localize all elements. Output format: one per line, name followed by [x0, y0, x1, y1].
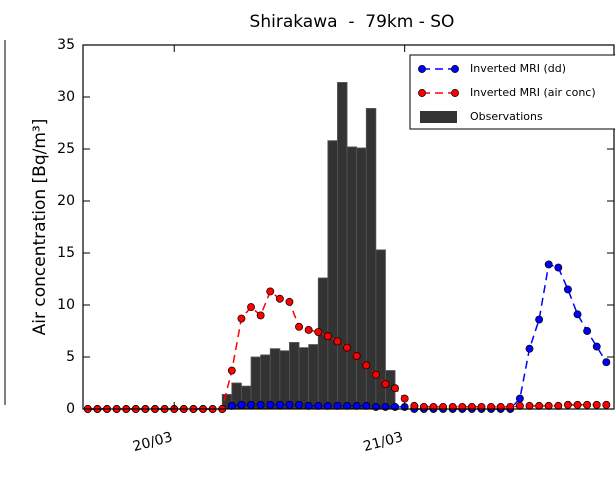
- legend-marker: [418, 65, 426, 73]
- legend-swatch: [420, 111, 457, 123]
- chart-title: Shirakawa - 79km - SO: [250, 12, 455, 32]
- point: [573, 400, 582, 409]
- point: [563, 400, 572, 409]
- y-tick-label: 15: [57, 245, 75, 261]
- y-tick-label: 35: [57, 37, 75, 53]
- point: [343, 343, 352, 352]
- bar: [337, 82, 348, 410]
- point: [515, 394, 524, 403]
- point: [237, 314, 246, 323]
- point: [544, 260, 553, 269]
- point: [554, 263, 563, 272]
- y-tick-label: 30: [57, 89, 75, 105]
- point: [592, 342, 601, 351]
- point: [323, 332, 332, 341]
- point: [573, 310, 582, 319]
- point: [227, 366, 236, 375]
- point: [583, 327, 592, 335]
- legend-marker: [418, 89, 426, 97]
- point: [256, 400, 265, 409]
- bar: [269, 348, 281, 410]
- point: [333, 337, 342, 346]
- y-tick-label: 0: [66, 401, 75, 417]
- bar: [346, 146, 358, 410]
- point: [381, 380, 390, 388]
- y-tick-label: 20: [57, 193, 75, 209]
- legend-marker: [451, 65, 459, 73]
- x-tick-label: 20/03: [131, 429, 174, 455]
- point: [535, 315, 544, 324]
- point: [247, 303, 255, 312]
- point: [371, 370, 380, 379]
- point: [592, 400, 601, 409]
- legend-label: Observations: [470, 110, 543, 123]
- point: [266, 400, 275, 409]
- y-tick-label: 5: [66, 349, 75, 365]
- bar: [298, 347, 310, 410]
- point: [247, 400, 255, 409]
- point: [285, 400, 294, 409]
- point: [563, 285, 572, 294]
- point: [400, 394, 409, 403]
- point: [602, 358, 611, 367]
- y-tick-label: 10: [57, 297, 75, 313]
- plot-frame: [82, 44, 615, 410]
- bar: [260, 354, 271, 410]
- point: [362, 361, 371, 370]
- point: [275, 400, 284, 409]
- y-tick-label: 25: [57, 141, 75, 157]
- legend: Inverted MRI (dd) Inverted MRI (air conc)…: [409, 54, 615, 130]
- point: [352, 352, 361, 360]
- bar: [289, 342, 300, 410]
- y-axis-label: Air concentration [Bq/m³]: [30, 119, 50, 336]
- point: [285, 297, 294, 306]
- bar: [327, 140, 338, 410]
- point: [314, 328, 323, 336]
- x-tick-label: 21/03: [362, 429, 405, 455]
- bar: [308, 344, 319, 410]
- point: [304, 326, 313, 334]
- legend-marker: [451, 89, 459, 97]
- point: [602, 400, 611, 409]
- legend-label: Inverted MRI (air conc): [470, 86, 596, 99]
- point: [275, 294, 284, 303]
- point: [266, 287, 275, 296]
- legend-label: Inverted MRI (dd): [470, 62, 566, 75]
- bar: [317, 277, 329, 410]
- bar: [279, 350, 290, 410]
- point: [391, 384, 400, 393]
- point: [583, 400, 592, 409]
- point: [237, 400, 246, 409]
- point: [295, 400, 303, 409]
- bar: [356, 147, 367, 410]
- point: [256, 311, 265, 320]
- point: [525, 344, 534, 353]
- point: [295, 322, 303, 331]
